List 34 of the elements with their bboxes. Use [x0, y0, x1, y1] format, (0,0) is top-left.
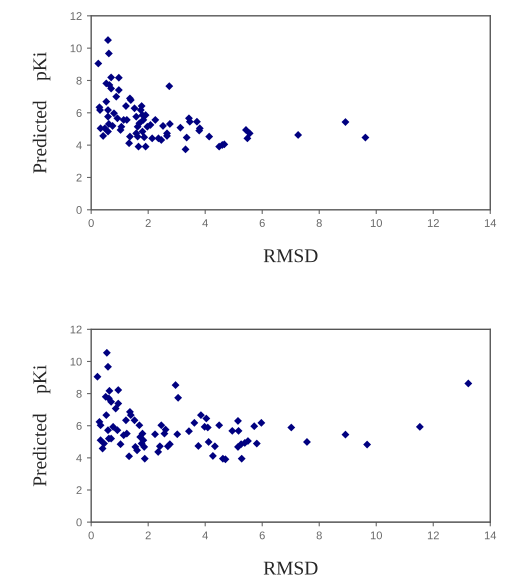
y-axis-title: Predicted pKi — [32, 365, 50, 486]
y-tick-label: 10 — [70, 358, 82, 366]
x-tick-label: 6 — [260, 531, 265, 540]
y-tick-label: 0 — [76, 518, 82, 526]
x-axis-title: RMSD — [264, 249, 318, 262]
x-tick-label: 14 — [484, 532, 496, 540]
x-axis-title: RMSD — [264, 562, 318, 575]
y-tick-label: 2 — [76, 486, 82, 494]
x-tick-label: 8 — [316, 531, 322, 540]
x-tick-label: 0 — [88, 219, 94, 227]
y-tick-label: 6 — [76, 422, 82, 430]
y-tick-label: 6 — [76, 109, 82, 117]
x-tick-label: 4 — [202, 532, 208, 540]
y-tick-label: 8 — [76, 76, 82, 85]
x-tick-label: 12 — [428, 531, 439, 540]
x-tick-label: 6 — [260, 219, 265, 227]
x-tick-label: 4 — [202, 219, 208, 227]
x-tick-label: 10 — [370, 219, 382, 227]
y-tick-label: 0 — [76, 206, 82, 214]
x-tick-label: 8 — [316, 219, 322, 227]
y-tick-label: 12 — [70, 12, 82, 20]
y-tick-label: 4 — [76, 142, 82, 150]
x-tick-label: 2 — [146, 219, 151, 227]
y-tick-label: 4 — [76, 454, 82, 462]
y-tick-label: 8 — [76, 390, 82, 398]
x-tick-label: 14 — [484, 219, 496, 227]
y-tick-label: 2 — [76, 174, 82, 182]
x-tick-label: 0 — [88, 531, 94, 540]
y-tick-label: 12 — [70, 326, 82, 334]
y-tick-label: 10 — [70, 44, 82, 52]
x-tick-label: 2 — [146, 531, 151, 540]
x-tick-label: 12 — [428, 219, 439, 227]
x-tick-label: 10 — [370, 531, 382, 540]
y-axis-title: Predicted pKi — [32, 52, 50, 174]
